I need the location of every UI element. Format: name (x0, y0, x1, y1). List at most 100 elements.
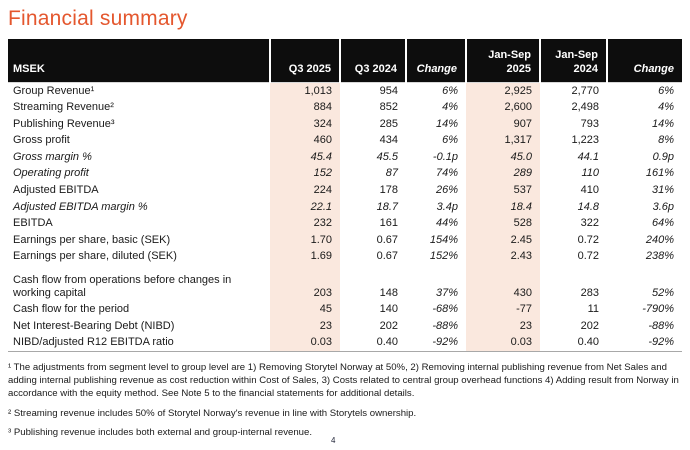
report-page: Financial summary MSEK Q3 2025 Q3 2024 C… (8, 7, 682, 445)
cell-value: -88% (432, 319, 458, 332)
cell-value: 954 (379, 84, 398, 97)
table-row: Streaming Revenue² 884 852 4% 2,600 2,498 4% (8, 99, 682, 116)
row-label: Earnings per share, basic (SEK) (13, 233, 171, 246)
row-label: Streaming Revenue² (13, 101, 114, 114)
cell-value: 0.03 (510, 336, 532, 349)
cell-value: -68% (432, 303, 458, 316)
cell-value: 44% (435, 217, 458, 230)
row-label: Adjusted EBITDA (13, 184, 99, 197)
cell-value: 202 (580, 319, 599, 332)
cell-value: 434 (379, 134, 398, 147)
cell-value: 140 (379, 303, 398, 316)
cell-value: -88% (648, 319, 674, 332)
cell-value: 289 (513, 167, 532, 180)
cell-value: 1,013 (304, 84, 332, 97)
cell-value: -77 (516, 303, 532, 316)
cell-value: 0.40 (577, 336, 599, 349)
cell-value: -92% (648, 336, 674, 349)
cell-value: 8% (658, 134, 674, 147)
cell-value: 45.4 (310, 150, 332, 163)
cell-value: 22.1 (310, 200, 332, 213)
footnote: ¹ The adjustments from segment level to … (8, 362, 679, 400)
cell-value: 224 (313, 184, 332, 197)
table-row: Gross margin % 45.4 45.5 -0.1p 45.0 44.1 0.9p (8, 149, 682, 166)
cell-value: 52% (651, 286, 674, 299)
row-label: NIBD/adjusted R12 EBITDA ratio (13, 336, 174, 349)
row-label: Earnings per share, diluted (SEK) (13, 250, 177, 263)
column-header-msek: MSEK (8, 39, 270, 83)
table-row: Earnings per share, diluted (SEK) 1.69 0.6… (8, 248, 682, 265)
footnote: ² Streaming revenue includes 50% of Stor… (8, 407, 417, 419)
cell-value: 0.72 (577, 233, 599, 246)
row-label: Gross profit (13, 134, 70, 147)
column-header-jansep-2025: Jan-Sep 2025 (465, 39, 540, 83)
cell-value: 6% (658, 84, 674, 97)
cell-value: 203 (313, 286, 332, 299)
cell-value: 14.8 (577, 200, 599, 213)
cell-value: 322 (580, 217, 599, 230)
cell-value: 11 (587, 303, 599, 316)
cell-value: 285 (379, 117, 398, 130)
cell-value: 4% (658, 101, 674, 114)
cell-value: 232 (313, 217, 332, 230)
table-row: Group Revenue¹ 1,013 954 6% 2,925 2,770 6% (8, 82, 682, 99)
cell-value: 26% (435, 184, 458, 197)
cell-value: 528 (513, 217, 532, 230)
cell-value: 2,600 (504, 101, 532, 114)
row-label: Publishing Revenue³ (13, 117, 115, 130)
cell-value: 3.6p (652, 200, 674, 213)
row-label: Gross margin % (13, 150, 92, 163)
cell-value: 1,223 (571, 134, 599, 147)
cell-value: 430 (513, 286, 532, 299)
cell-value: 37% (435, 286, 458, 299)
financial-summary-table: MSEK Q3 2025 Q3 2024 Change Jan-Sep 2025… (8, 39, 682, 352)
cell-value: 18.4 (510, 200, 532, 213)
cell-value: 4% (442, 101, 458, 114)
cell-value: 2.45 (510, 233, 532, 246)
row-label: Net Interest-Bearing Debt (NIBD) (13, 319, 175, 332)
cell-value: 283 (580, 286, 599, 299)
cell-value: 23 (319, 319, 332, 332)
table-row: Cash flow from operations before changes… (8, 265, 682, 301)
column-header-change-q3: Change (405, 39, 466, 83)
row-label: Group Revenue¹ (13, 84, 95, 97)
cell-value: 6% (442, 84, 458, 97)
cell-value: 74% (435, 167, 458, 180)
cell-value: 18.7 (376, 200, 398, 213)
cell-value: 3.4p (436, 200, 458, 213)
cell-value: 0.72 (577, 250, 599, 263)
cell-value: 87 (385, 167, 398, 180)
cell-value: 152 (313, 167, 332, 180)
cell-value: 460 (313, 134, 332, 147)
cell-value: 110 (581, 167, 599, 180)
column-header-change-jansep: Change (606, 39, 682, 83)
footnote: ³ Publishing revenue includes both exter… (8, 426, 312, 438)
table-row: Net Interest-Bearing Debt (NIBD) 23 202 -88… (8, 318, 682, 335)
cell-value: 238% (645, 250, 674, 263)
cell-value: 907 (513, 117, 532, 130)
cell-value: -0.1p (432, 150, 458, 163)
row-label: Adjusted EBITDA margin % (13, 200, 148, 213)
cell-value: 324 (313, 117, 332, 130)
column-header-q3-2024: Q3 2024 (339, 39, 406, 83)
table-row: Publishing Revenue³ 324 285 14% 907 793 14% (8, 116, 682, 133)
table-header: MSEK Q3 2025 Q3 2024 Change Jan-Sep 2025… (8, 39, 682, 83)
cell-value: 884 (313, 101, 332, 114)
page-number: 4 (331, 436, 336, 445)
cell-value: 793 (580, 117, 599, 130)
row-label: Cash flow from operations before changes… (13, 274, 232, 299)
table-row: Cash flow for the period 45 140 -68% -77 11 -7… (8, 301, 682, 318)
cell-value: 45.0 (510, 150, 532, 163)
cell-value: 152% (429, 250, 458, 263)
table-row: Operating profit 152 87 74% 289 110 161% (8, 165, 682, 182)
table-row: EBITDA 232 161 44% 528 322 64% (8, 215, 682, 232)
cell-value: 410 (580, 184, 599, 197)
table-row: NIBD/adjusted R12 EBITDA ratio 0.03 0.40 -9… (8, 334, 682, 351)
table-row: Gross profit 460 434 6% 1,317 1,223 8% (8, 132, 682, 149)
column-header-jansep-2024: Jan-Sep 2024 (539, 39, 607, 83)
cell-value: 0.03 (310, 336, 332, 349)
cell-value: -790% (642, 303, 674, 316)
cell-value: 202 (379, 319, 398, 332)
table-body: Group Revenue¹ 1,013 954 6% 2,925 2,770 6% Stre… (8, 82, 682, 352)
row-label: EBITDA (13, 217, 53, 230)
